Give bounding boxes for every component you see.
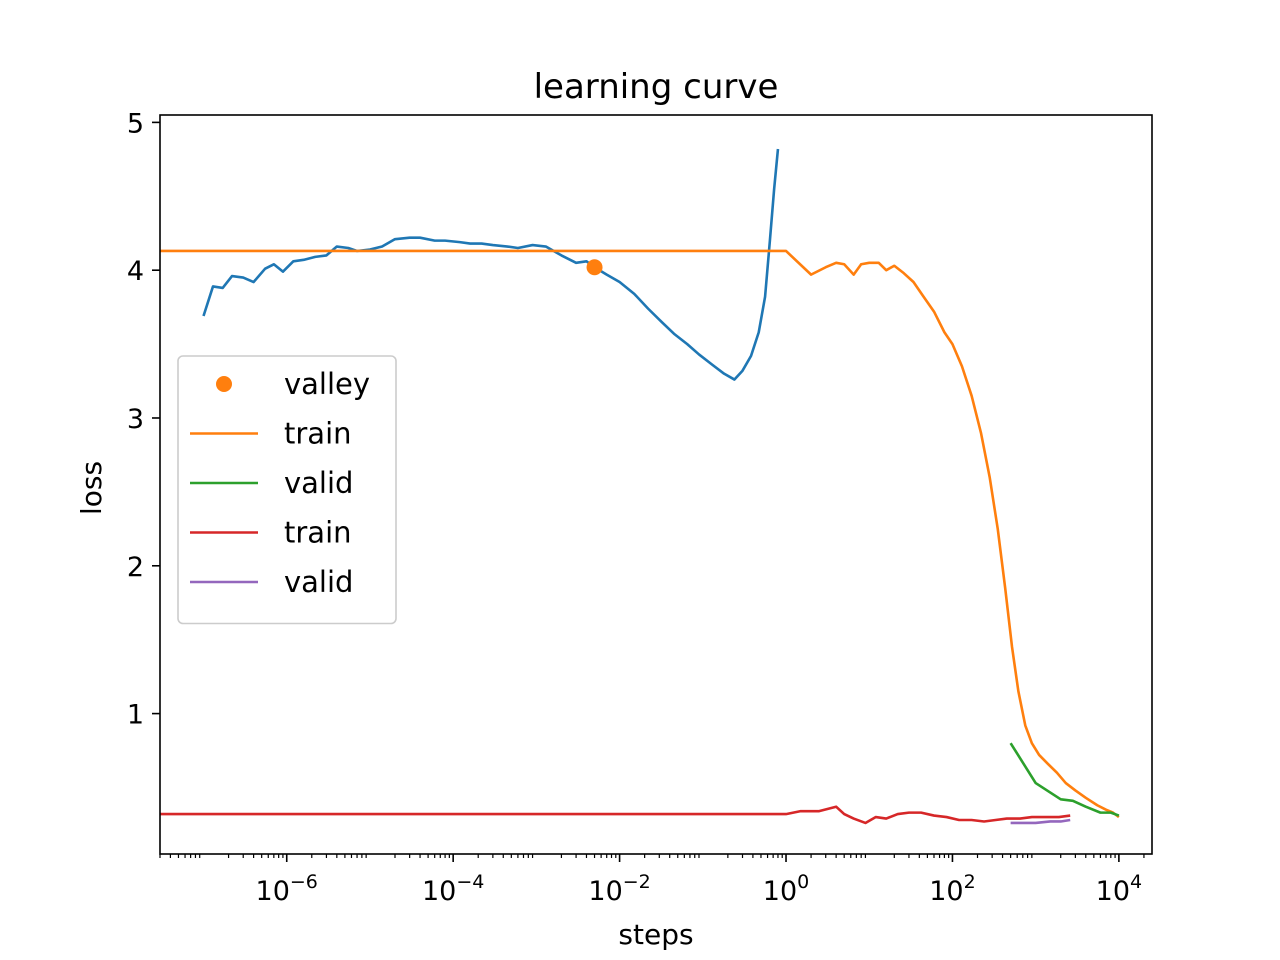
plot-frame bbox=[159, 114, 1153, 855]
x-tick-label: 104 bbox=[1096, 871, 1142, 907]
legend-label-train: train bbox=[284, 417, 352, 451]
y-axis: 1 2 3 4 5 bbox=[127, 108, 160, 731]
chart-title: learning curve bbox=[534, 67, 779, 107]
legend-label-valid: valid bbox=[284, 466, 353, 500]
x-tick-label: 10−2 bbox=[588, 871, 650, 907]
y-tick-label: 4 bbox=[127, 256, 144, 287]
unlabeled-series-0-line bbox=[202, 148, 780, 381]
y-axis-label: loss bbox=[75, 461, 108, 515]
x-axis-label: steps bbox=[618, 918, 693, 951]
legend-box bbox=[177, 355, 397, 625]
legend-label-valley: valley bbox=[284, 367, 370, 401]
x-tick-label: 10−4 bbox=[422, 871, 484, 907]
x-tick-label: 100 bbox=[763, 871, 809, 907]
x-tick-label: 102 bbox=[929, 871, 975, 907]
y-tick-label: 1 bbox=[127, 700, 144, 731]
series-layer bbox=[160, 148, 1120, 825]
legend: valley train valid train valid bbox=[177, 355, 397, 625]
train-series-4-line bbox=[160, 805, 1071, 825]
legend-handle-valley bbox=[216, 376, 232, 392]
y-tick-label: 5 bbox=[127, 108, 144, 139]
y-tick-label: 3 bbox=[127, 404, 144, 435]
valid-series-3-line bbox=[1009, 742, 1120, 817]
legend-label-valid: valid bbox=[284, 565, 353, 599]
y-tick-label: 2 bbox=[127, 552, 144, 583]
x-tick-label: 10−6 bbox=[256, 871, 318, 907]
x-axis: 10−6 10−4 10−2 100 102 104 bbox=[159, 854, 1145, 907]
train-series-2-line bbox=[160, 249, 1120, 819]
valley-point-0 bbox=[586, 259, 603, 276]
valid-series-5-line bbox=[1010, 818, 1071, 825]
legend-label-train: train bbox=[284, 516, 352, 550]
